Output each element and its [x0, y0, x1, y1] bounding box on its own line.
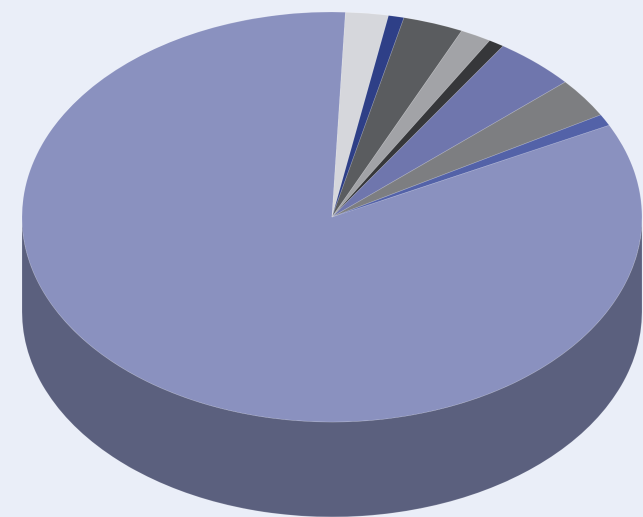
pie-slice-7 [331, 81, 602, 218]
pie-slice-4 [331, 30, 491, 218]
pie-slice-1 [331, 11, 389, 218]
pie-slice-6 [331, 45, 566, 218]
pie-slice-8 [331, 114, 610, 218]
pie-slice-5 [331, 40, 504, 218]
pie-slice-2 [331, 15, 405, 218]
pie-slice-3 [331, 17, 463, 218]
pie-slice-0 [21, 11, 643, 423]
pie-tops [21, 11, 643, 423]
